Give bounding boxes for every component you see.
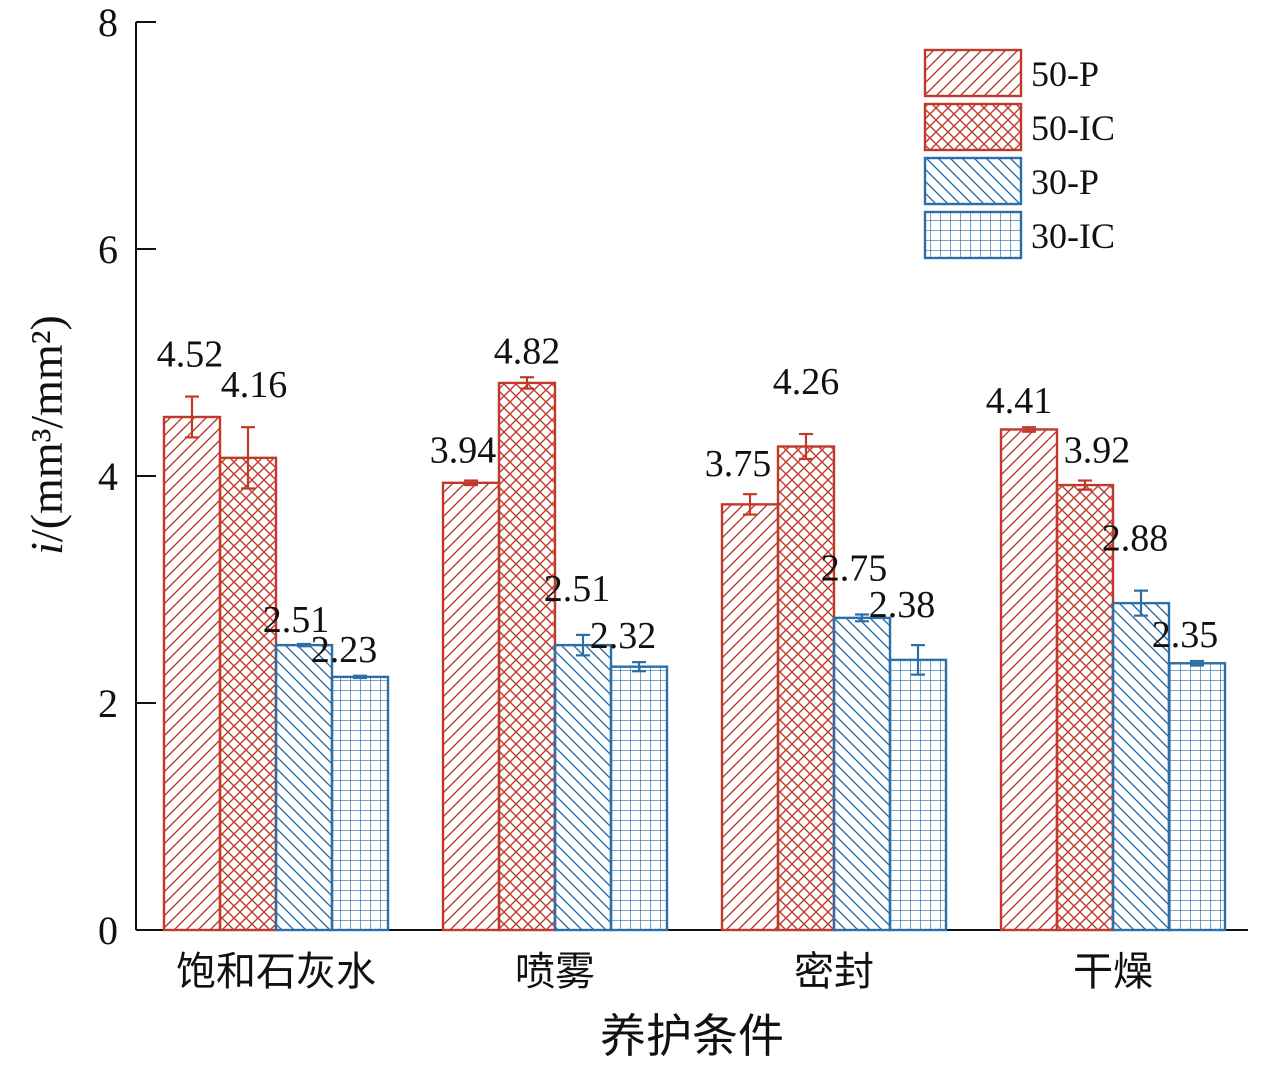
y-tick-label: 2	[98, 681, 118, 726]
legend-swatch-30-ic	[923, 210, 1023, 260]
y-axis-title-symbol: i	[21, 542, 72, 555]
bar-30-p-3	[832, 616, 892, 932]
bar-30-ic-4	[1167, 662, 1227, 932]
y-tick-label: 8	[98, 0, 118, 45]
bar-50-p-3	[720, 503, 780, 932]
data-label: 4.26	[773, 361, 840, 403]
x-category-label: 饱和石灰水	[176, 949, 376, 994]
bar-50-p-2	[441, 481, 501, 932]
data-label: 2.75	[821, 547, 888, 589]
bar-30-p-1	[274, 643, 334, 932]
data-label: 2.35	[1152, 614, 1219, 656]
data-labels: 4.524.162.512.233.944.822.512.323.754.26…	[157, 330, 1219, 671]
y-axis-title: i/(mm³/mm²)	[21, 315, 72, 555]
bar-50-ic-2	[497, 381, 557, 932]
data-label: 2.38	[869, 584, 936, 626]
data-label: 2.23	[311, 629, 378, 671]
data-label: 2.88	[1102, 518, 1169, 560]
bar-50-ic-1	[218, 456, 278, 932]
error-bars	[185, 376, 1204, 680]
x-category-label: 密封	[794, 949, 874, 994]
legend-label-50-ic: 50-IC	[1031, 108, 1115, 148]
bars	[162, 381, 1227, 932]
data-label: 2.51	[544, 568, 611, 610]
legend-swatch-50-ic	[923, 102, 1023, 152]
x-category-labels: 饱和石灰水 喷雾 密封 干燥	[176, 949, 1153, 994]
legend-label-30-p: 30-P	[1031, 162, 1099, 202]
y-tick-label: 0	[98, 908, 118, 953]
x-axis-title: 养护条件	[600, 1011, 784, 1062]
y-tick-label: 4	[98, 454, 118, 499]
legend-swatch-50-p	[923, 48, 1023, 98]
data-label: 4.82	[494, 330, 561, 372]
bar-30-ic-1	[330, 675, 390, 932]
data-label: 4.16	[221, 364, 288, 406]
legend-label-30-ic: 30-IC	[1031, 216, 1115, 256]
bar-30-p-4	[1111, 601, 1171, 932]
y-axis-title-unit: /(mm³/mm²)	[21, 315, 72, 542]
legend: 50-P 50-IC 30-P 30-IC	[923, 48, 1115, 260]
data-label: 2.51	[263, 599, 330, 641]
bar-50-p-1	[162, 415, 222, 932]
bar-50-ic-4	[1055, 483, 1115, 932]
bar-30-ic-2	[609, 665, 669, 932]
data-label: 3.94	[430, 430, 497, 472]
bar-50-ic-3	[776, 445, 836, 932]
data-label: 3.75	[705, 443, 772, 485]
y-ticks: 0 2 4 6 8	[98, 0, 156, 953]
x-category-label: 干燥	[1073, 949, 1153, 994]
y-tick-label: 6	[98, 227, 118, 272]
bar-50-p-4	[999, 428, 1059, 932]
bar-30-p-2	[553, 643, 613, 932]
data-label: 3.92	[1064, 430, 1131, 472]
legend-label-50-p: 50-P	[1031, 54, 1099, 94]
x-category-label: 喷雾	[515, 949, 595, 994]
legend-swatch-30-p	[923, 156, 1023, 206]
bar-30-ic-3	[888, 658, 948, 932]
data-label: 2.32	[590, 615, 657, 657]
data-label: 4.41	[986, 380, 1053, 422]
data-label: 4.52	[157, 334, 224, 376]
